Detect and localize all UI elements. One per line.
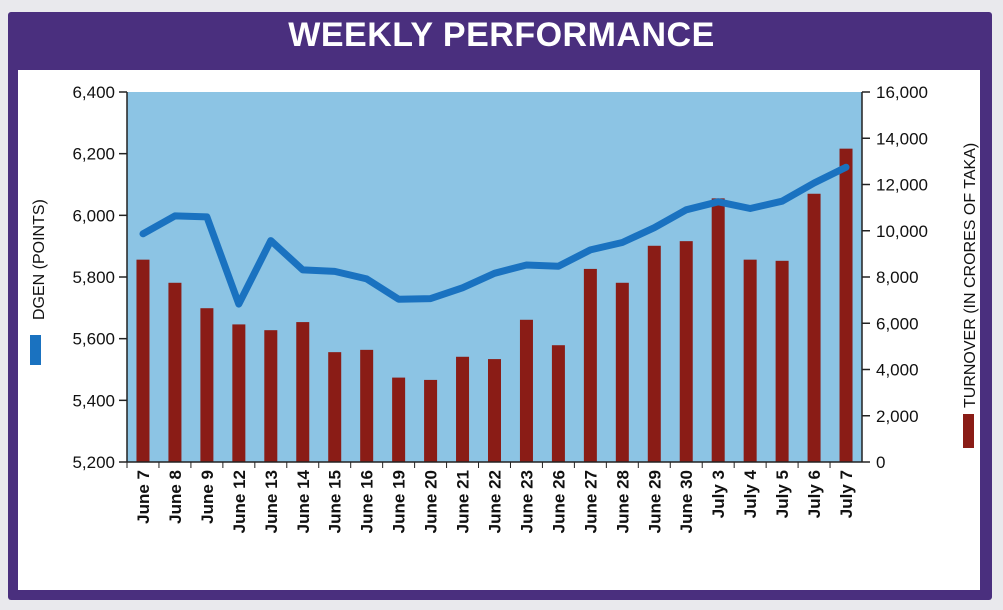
turnover-bar <box>456 356 470 462</box>
x-tick-label: July 7 <box>837 470 856 518</box>
turnover-bar <box>488 359 501 462</box>
turnover-bar <box>711 198 725 462</box>
turnover-bar <box>615 282 629 462</box>
x-tick-label: July 3 <box>709 470 728 518</box>
turnover-bar <box>807 193 821 462</box>
right-tick-label: 14,000 <box>876 129 928 148</box>
x-tick-label: July 6 <box>805 470 824 518</box>
x-tick-label: June 28 <box>613 470 632 533</box>
left-axis-title: DGEN (POINTS) <box>31 199 48 320</box>
right-tick-label: 8,000 <box>876 268 919 287</box>
x-tick-label: July 4 <box>741 469 760 518</box>
turnover-bar <box>360 349 374 462</box>
turnover-bar <box>551 345 565 462</box>
x-tick-label: June 8 <box>166 470 185 524</box>
right-tick-label: 12,000 <box>876 176 928 195</box>
turnover-bar <box>519 319 533 462</box>
turnover-bar <box>168 282 182 462</box>
left-tick-label: 6,200 <box>72 145 115 164</box>
x-tick-label: June 30 <box>677 470 696 533</box>
x-tick-label: June 29 <box>645 470 664 533</box>
left-tick-label: 5,800 <box>72 268 115 287</box>
x-tick-label: June 27 <box>581 470 600 533</box>
turnover-bar <box>136 259 150 462</box>
dgen-legend-swatch <box>30 335 41 365</box>
turnover-bar <box>424 379 438 462</box>
x-tick-label: June 16 <box>358 470 377 533</box>
x-tick-label: June 19 <box>390 470 409 533</box>
right-tick-label: 16,000 <box>876 83 928 102</box>
x-tick-label: June 7 <box>134 470 153 524</box>
turnover-bar <box>679 241 693 462</box>
turnover-bar <box>392 377 406 462</box>
turnover-bar <box>743 259 757 462</box>
x-tick-label: June 21 <box>454 470 473 533</box>
right-tick-label: 2,000 <box>876 407 919 426</box>
left-tick-label: 6,000 <box>72 206 115 225</box>
chart-title: WEEKLY PERFORMANCE <box>288 16 715 54</box>
x-tick-label: July 5 <box>773 470 792 518</box>
turnover-bar <box>200 308 214 462</box>
x-tick-label: June 13 <box>262 470 281 533</box>
x-tick-label: June 9 <box>198 470 217 524</box>
right-tick-label: 10,000 <box>876 222 928 241</box>
left-tick-label: 5,600 <box>72 330 115 349</box>
turnover-bar <box>583 268 597 462</box>
turnover-bar <box>775 260 789 462</box>
x-tick-label: June 14 <box>294 469 313 533</box>
dgen-line <box>139 163 850 308</box>
turnover-legend-swatch <box>963 414 974 448</box>
right-tick-label: 4,000 <box>876 361 919 380</box>
right-tick-label: 0 <box>876 453 885 472</box>
x-tick-label: June 26 <box>549 470 568 533</box>
x-tick-label: June 20 <box>422 470 441 533</box>
x-tick-label: June 12 <box>230 470 249 533</box>
x-tick-label: June 23 <box>517 470 536 533</box>
x-tick-label: June 22 <box>486 470 505 533</box>
turnover-bar <box>296 322 310 462</box>
turnover-bar <box>839 148 853 462</box>
right-axis-title: TURNOVER (IN CRORES OF TAKA) <box>962 143 979 408</box>
turnover-bar <box>232 324 246 462</box>
left-tick-label: 5,400 <box>72 391 115 410</box>
turnover-bar <box>328 352 342 462</box>
right-tick-label: 6,000 <box>876 314 919 333</box>
left-tick-label: 6,400 <box>72 83 115 102</box>
x-tick-label: June 15 <box>326 470 345 533</box>
turnover-bar <box>647 245 661 462</box>
left-tick-label: 5,200 <box>72 453 115 472</box>
turnover-bar <box>264 330 278 462</box>
